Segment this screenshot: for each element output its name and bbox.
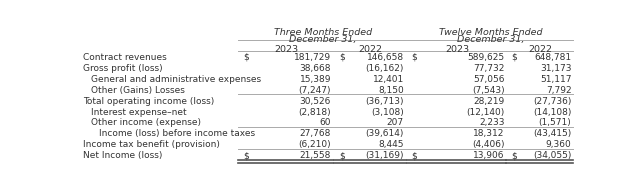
Text: 589,625: 589,625 [468, 53, 505, 62]
Text: $: $ [243, 53, 248, 62]
Text: 181,729: 181,729 [294, 53, 331, 62]
Text: $: $ [412, 151, 417, 160]
Text: $: $ [511, 53, 516, 62]
Text: 2023: 2023 [445, 45, 470, 54]
Text: Contract revenues: Contract revenues [83, 53, 167, 62]
Text: 2022: 2022 [529, 45, 552, 54]
Text: 8,150: 8,150 [378, 86, 404, 95]
Text: (4,406): (4,406) [472, 140, 505, 149]
Text: (34,055): (34,055) [533, 151, 572, 160]
Text: 57,056: 57,056 [473, 75, 505, 84]
Text: General and administrative expenses: General and administrative expenses [91, 75, 261, 84]
Text: (3,108): (3,108) [371, 107, 404, 116]
Text: (7,543): (7,543) [472, 86, 505, 95]
Text: 2022: 2022 [358, 45, 382, 54]
Text: Income tax benefit (provision): Income tax benefit (provision) [83, 140, 220, 149]
Text: December 31,: December 31, [289, 35, 356, 44]
Text: 31,173: 31,173 [540, 64, 572, 73]
Text: $: $ [339, 53, 344, 62]
Text: 18,312: 18,312 [474, 129, 505, 138]
Text: 27,768: 27,768 [300, 129, 331, 138]
Text: 51,117: 51,117 [540, 75, 572, 84]
Text: (27,736): (27,736) [533, 97, 572, 106]
Text: Other income (expense): Other income (expense) [91, 118, 201, 128]
Text: December 31,: December 31, [457, 35, 524, 44]
Text: 9,360: 9,360 [545, 140, 572, 149]
Text: Income (loss) before income taxes: Income (loss) before income taxes [99, 129, 255, 138]
Text: $: $ [412, 53, 417, 62]
Text: (36,713): (36,713) [365, 97, 404, 106]
Text: Twelve Months Ended: Twelve Months Ended [439, 28, 543, 37]
Text: Other (Gains) Losses: Other (Gains) Losses [91, 86, 185, 95]
Text: $: $ [243, 151, 248, 160]
Text: (12,140): (12,140) [467, 107, 505, 116]
Text: 648,781: 648,781 [534, 53, 572, 62]
Text: 2,233: 2,233 [479, 118, 505, 128]
Text: (6,210): (6,210) [298, 140, 331, 149]
Text: (7,247): (7,247) [299, 86, 331, 95]
Text: $: $ [511, 151, 516, 160]
Text: 207: 207 [387, 118, 404, 128]
Text: (16,162): (16,162) [365, 64, 404, 73]
Text: Net Income (loss): Net Income (loss) [83, 151, 163, 160]
Text: (14,108): (14,108) [533, 107, 572, 116]
Text: (43,415): (43,415) [533, 129, 572, 138]
Text: (39,614): (39,614) [365, 129, 404, 138]
Text: $: $ [339, 151, 344, 160]
Text: 28,219: 28,219 [474, 97, 505, 106]
Text: (1,571): (1,571) [539, 118, 572, 128]
Text: 30,526: 30,526 [300, 97, 331, 106]
Text: 12,401: 12,401 [372, 75, 404, 84]
Text: 8,445: 8,445 [378, 140, 404, 149]
Text: Three Months Ended: Three Months Ended [273, 28, 372, 37]
Text: (2,818): (2,818) [298, 107, 331, 116]
Text: Total operating income (loss): Total operating income (loss) [83, 97, 214, 106]
Text: 38,668: 38,668 [300, 64, 331, 73]
Text: 13,906: 13,906 [473, 151, 505, 160]
Text: 146,658: 146,658 [367, 53, 404, 62]
Text: 15,389: 15,389 [300, 75, 331, 84]
Text: 7,792: 7,792 [546, 86, 572, 95]
Text: 77,732: 77,732 [474, 64, 505, 73]
Text: 60: 60 [319, 118, 331, 128]
Text: (31,169): (31,169) [365, 151, 404, 160]
Text: 21,558: 21,558 [300, 151, 331, 160]
Text: Interest expense–net: Interest expense–net [91, 107, 186, 116]
Text: 2023: 2023 [274, 45, 298, 54]
Text: Gross profit (loss): Gross profit (loss) [83, 64, 163, 73]
